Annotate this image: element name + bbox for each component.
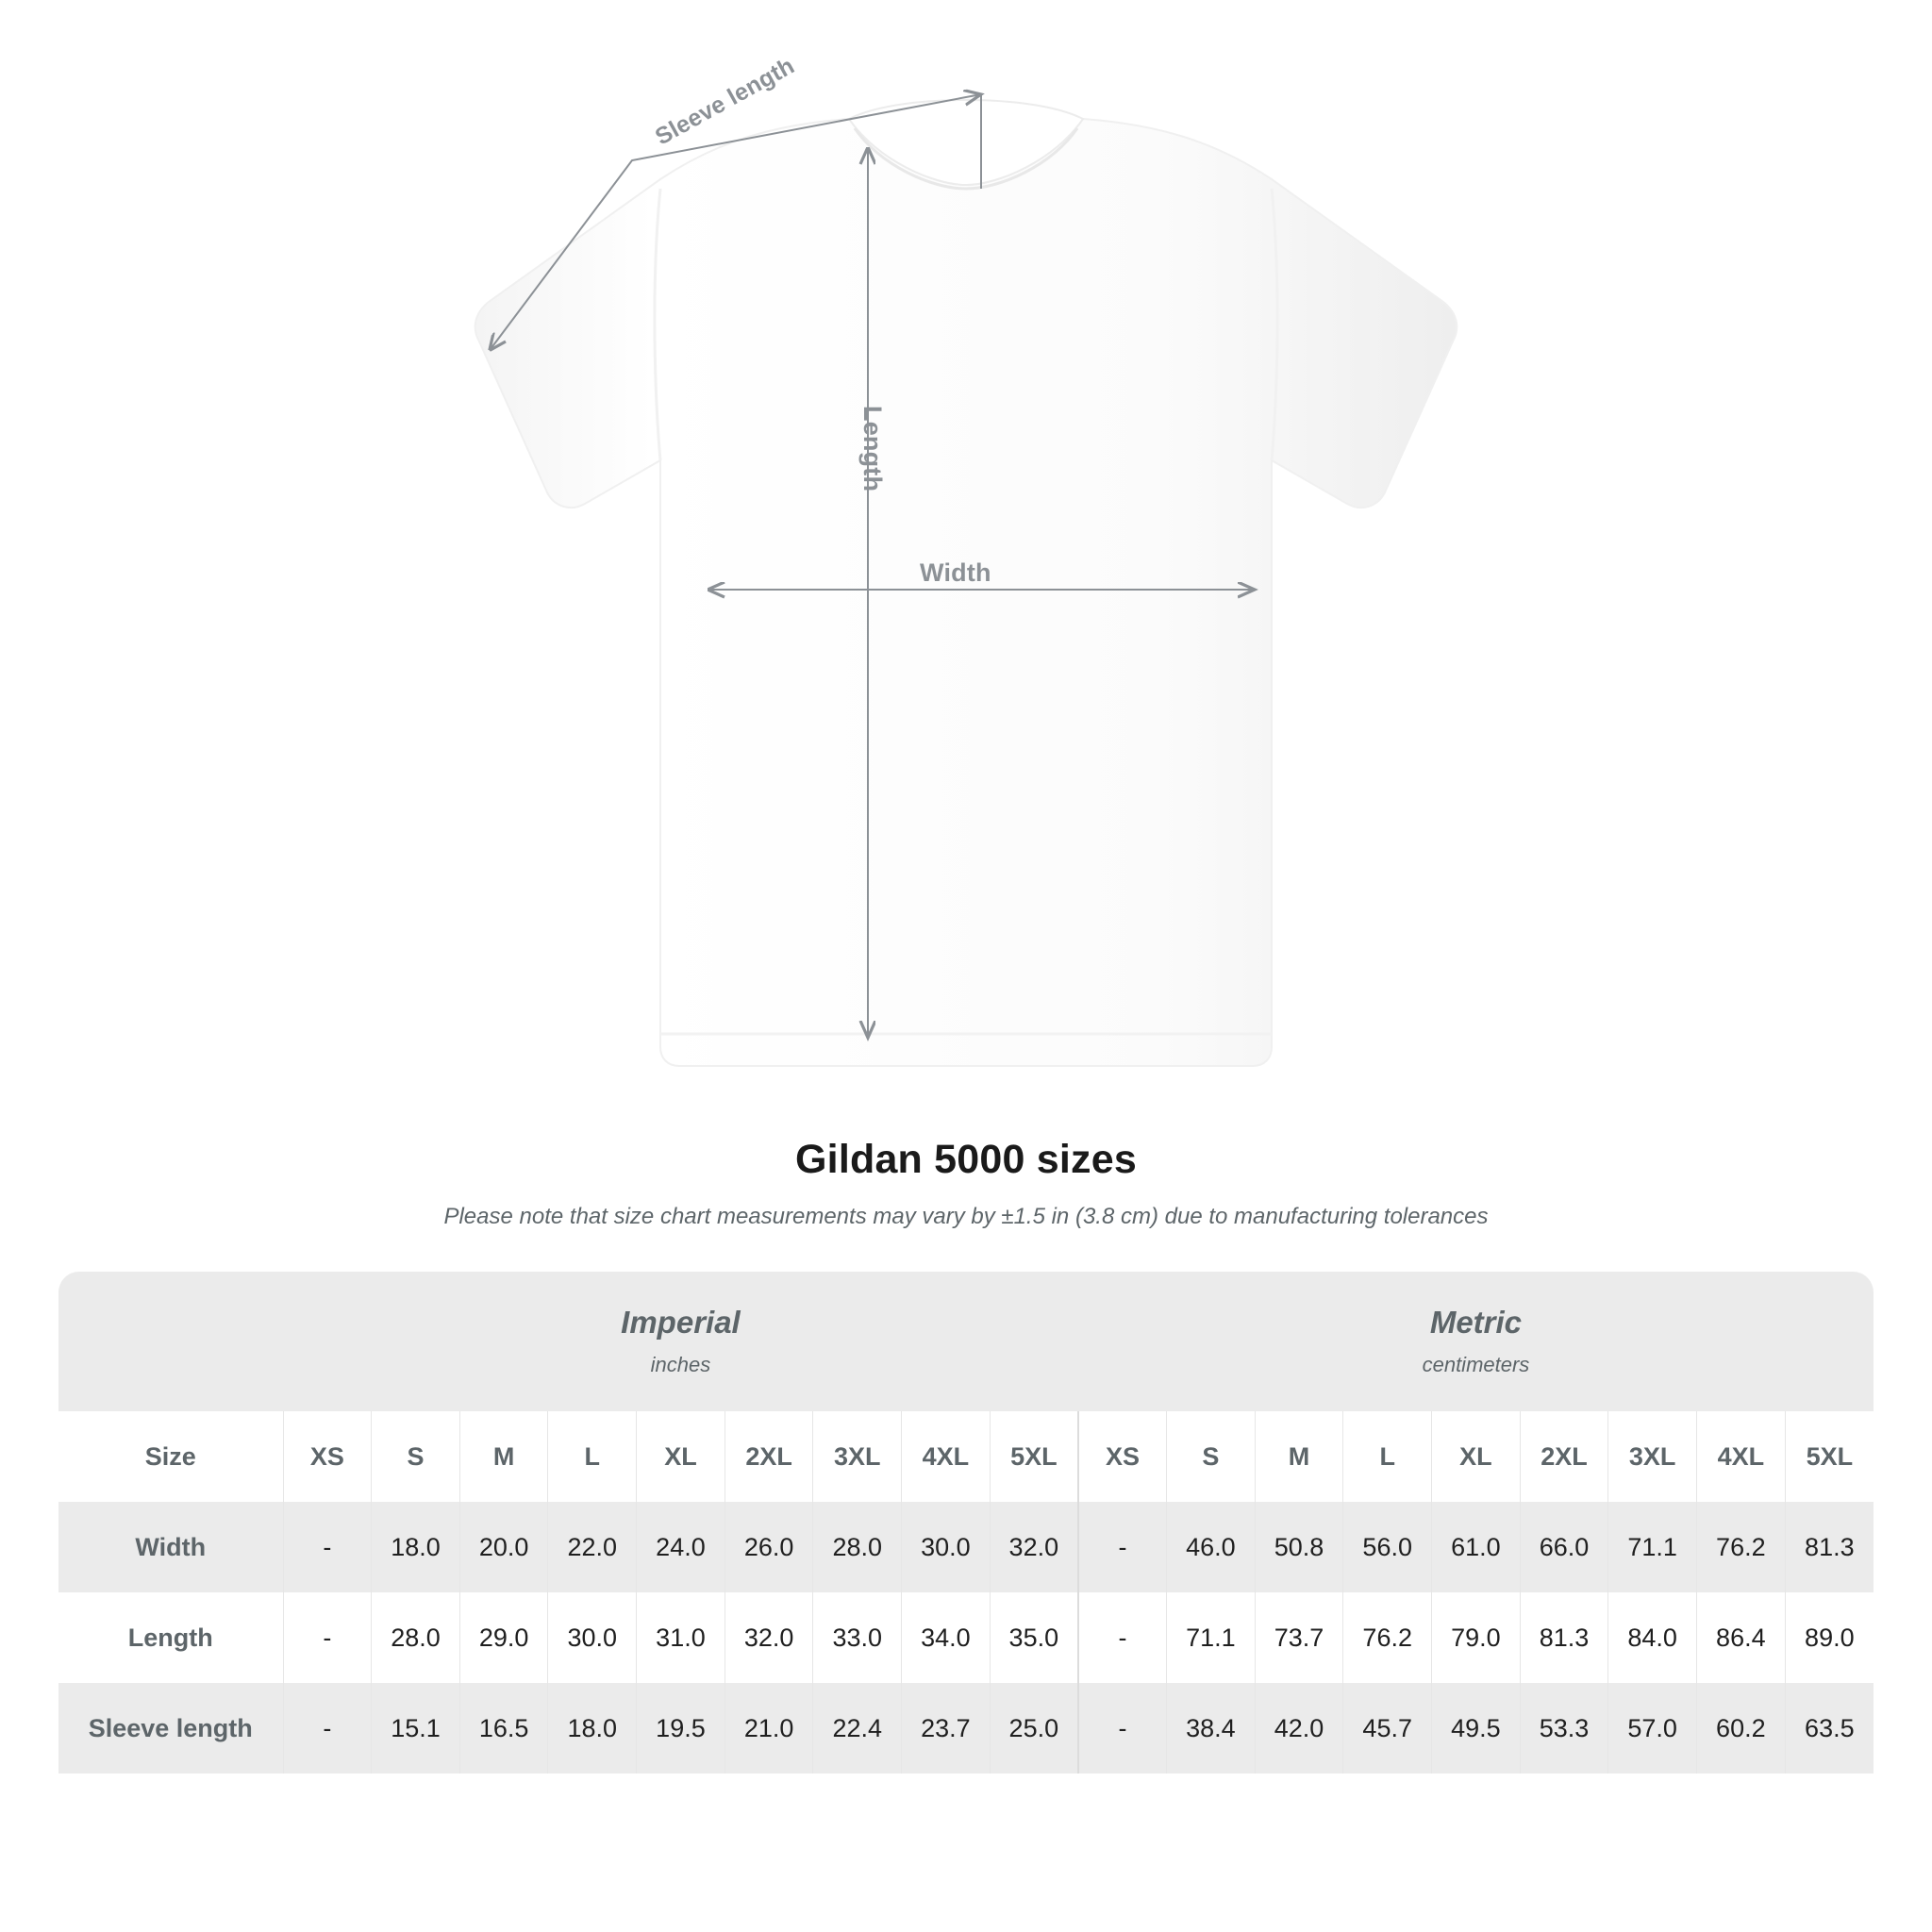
column-header-metric-4xl: 4XL <box>1696 1411 1786 1502</box>
cell-length-imperial-3xl: 33.0 <box>812 1592 903 1683</box>
width-label: Width <box>920 558 991 587</box>
cell-width-metric-4xl: 76.2 <box>1696 1502 1786 1592</box>
unit-header-imperial: Imperial inches <box>283 1272 1078 1411</box>
cell-width-imperial-xl: 24.0 <box>636 1502 725 1592</box>
cell-sleeve-length-imperial-3xl: 22.4 <box>812 1683 903 1774</box>
cell-width-imperial-4xl: 30.0 <box>901 1502 991 1592</box>
cell-length-metric-xs: - <box>1077 1592 1168 1683</box>
column-header-metric-3xl: 3XL <box>1607 1411 1697 1502</box>
cell-width-imperial-m: 20.0 <box>459 1502 549 1592</box>
cell-length-imperial-xs: - <box>283 1592 373 1683</box>
column-header-metric-l: L <box>1342 1411 1433 1502</box>
cell-sleeve-length-metric-5xl: 63.5 <box>1785 1683 1874 1774</box>
cell-length-imperial-xl: 31.0 <box>636 1592 725 1683</box>
cell-length-metric-3xl: 84.0 <box>1607 1592 1697 1683</box>
caption-block: Gildan 5000 sizes Please note that size … <box>0 1137 1932 1230</box>
cell-width-metric-m: 50.8 <box>1255 1502 1344 1592</box>
sleeve-length-measure <box>491 94 981 349</box>
cell-length-imperial-4xl: 34.0 <box>901 1592 991 1683</box>
cell-length-metric-l: 76.2 <box>1342 1592 1433 1683</box>
column-header-size: Size <box>58 1411 284 1502</box>
cell-sleeve-length-imperial-xl: 19.5 <box>636 1683 725 1774</box>
cell-width-imperial-2xl: 26.0 <box>724 1502 814 1592</box>
cell-length-imperial-l: 30.0 <box>547 1592 638 1683</box>
column-header-imperial-4xl: 4XL <box>901 1411 991 1502</box>
table-row: Sleeve length -15.1 16.5 18.0 19.5 21.0 22.4 23… <box>58 1683 1874 1774</box>
cell-length-imperial-5xl: 35.0 <box>990 1592 1079 1683</box>
tolerance-note: Please note that size chart measurements… <box>443 1204 1489 1229</box>
cell-width-metric-xs: - <box>1077 1502 1168 1592</box>
unit-subtitle-imperial: inches <box>650 1353 711 1377</box>
cell-width-imperial-3xl: 28.0 <box>812 1502 903 1592</box>
column-header-imperial-xs: XS <box>283 1411 373 1502</box>
column-header-metric-xl: XL <box>1431 1411 1521 1502</box>
cell-sleeve-length-imperial-s: 15.1 <box>371 1683 460 1774</box>
unit-header-metric: Metric centimeters <box>1077 1272 1874 1411</box>
size-table: Imperial inches Metric centimeters Size X… <box>58 1272 1874 1774</box>
cell-length-metric-s: 71.1 <box>1166 1592 1256 1683</box>
table-row: Length -28.0 29.0 30.0 31.0 32.0 33.0 34.0 35.0-… <box>58 1592 1874 1683</box>
cell-sleeve-length-imperial-m: 16.5 <box>459 1683 549 1774</box>
cell-sleeve-length-imperial-2xl: 21.0 <box>724 1683 814 1774</box>
column-header-imperial-5xl: 5XL <box>990 1411 1079 1502</box>
cell-width-metric-s: 46.0 <box>1166 1502 1256 1592</box>
page-title: Gildan 5000 sizes <box>795 1137 1137 1182</box>
cell-sleeve-length-imperial-4xl: 23.7 <box>901 1683 991 1774</box>
row-label-length: Length <box>58 1592 284 1683</box>
cell-sleeve-length-metric-m: 42.0 <box>1255 1683 1344 1774</box>
cell-sleeve-length-imperial-l: 18.0 <box>547 1683 638 1774</box>
cell-sleeve-length-metric-xl: 49.5 <box>1431 1683 1521 1774</box>
unit-title-imperial: Imperial <box>621 1304 741 1340</box>
cell-width-imperial-s: 18.0 <box>371 1502 460 1592</box>
column-header-metric-2xl: 2XL <box>1520 1411 1609 1502</box>
column-header-metric-xs: XS <box>1077 1411 1168 1502</box>
units-band-spacer <box>58 1272 283 1411</box>
size-header-row: Size XS S M L XL 2XL 3XL 4XL 5XL XS S M L XL 2XL 3XL 4XL 5… <box>58 1411 1874 1502</box>
cell-width-imperial-xs: - <box>283 1502 373 1592</box>
column-header-metric-5xl: 5XL <box>1785 1411 1874 1502</box>
cell-sleeve-length-metric-l: 45.7 <box>1342 1683 1433 1774</box>
cell-length-metric-xl: 79.0 <box>1431 1592 1521 1683</box>
row-label-width: Width <box>58 1502 284 1592</box>
cell-width-metric-2xl: 66.0 <box>1520 1502 1609 1592</box>
length-label: Length <box>858 406 887 492</box>
tshirt-illustration: Sleeve length Length Width <box>474 0 1458 1067</box>
size-table-wrapper: Imperial inches Metric centimeters Size X… <box>58 1272 1874 1774</box>
column-header-imperial-m: M <box>459 1411 549 1502</box>
cell-width-metric-3xl: 71.1 <box>1607 1502 1697 1592</box>
cell-length-metric-4xl: 86.4 <box>1696 1592 1786 1683</box>
cell-sleeve-length-imperial-xs: - <box>283 1683 373 1774</box>
column-header-imperial-2xl: 2XL <box>724 1411 814 1502</box>
column-header-metric-s: S <box>1166 1411 1256 1502</box>
column-header-imperial-3xl: 3XL <box>812 1411 903 1502</box>
column-header-imperial-s: S <box>371 1411 460 1502</box>
cell-width-imperial-l: 22.0 <box>547 1502 638 1592</box>
cell-sleeve-length-imperial-5xl: 25.0 <box>990 1683 1079 1774</box>
cell-sleeve-length-metric-2xl: 53.3 <box>1520 1683 1609 1774</box>
cell-width-metric-l: 56.0 <box>1342 1502 1433 1592</box>
table-row: Width -18.0 20.0 22.0 24.0 26.0 28.0 30.0 32.0-4… <box>58 1502 1874 1592</box>
cell-width-metric-xl: 61.0 <box>1431 1502 1521 1592</box>
cell-length-metric-2xl: 81.3 <box>1520 1592 1609 1683</box>
cell-width-imperial-5xl: 32.0 <box>990 1502 1079 1592</box>
units-band-row: Imperial inches Metric centimeters <box>58 1272 1874 1411</box>
column-header-metric-m: M <box>1255 1411 1344 1502</box>
cell-sleeve-length-metric-s: 38.4 <box>1166 1683 1256 1774</box>
cell-width-metric-5xl: 81.3 <box>1785 1502 1874 1592</box>
cell-sleeve-length-metric-xs: - <box>1077 1683 1168 1774</box>
column-header-imperial-l: L <box>547 1411 638 1502</box>
unit-subtitle-metric: centimeters <box>1422 1353 1530 1377</box>
cell-sleeve-length-metric-3xl: 57.0 <box>1607 1683 1697 1774</box>
cell-length-metric-5xl: 89.0 <box>1785 1592 1874 1683</box>
cell-sleeve-length-metric-4xl: 60.2 <box>1696 1683 1786 1774</box>
cell-length-imperial-m: 29.0 <box>459 1592 549 1683</box>
cell-length-imperial-s: 28.0 <box>371 1592 460 1683</box>
tshirt-diagram-svg <box>474 0 1458 1067</box>
cell-length-imperial-2xl: 32.0 <box>724 1592 814 1683</box>
column-header-imperial-xl: XL <box>636 1411 725 1502</box>
row-label-sleeve-length: Sleeve length <box>58 1683 284 1774</box>
cell-length-metric-m: 73.7 <box>1255 1592 1344 1683</box>
unit-title-metric: Metric <box>1429 1304 1523 1340</box>
